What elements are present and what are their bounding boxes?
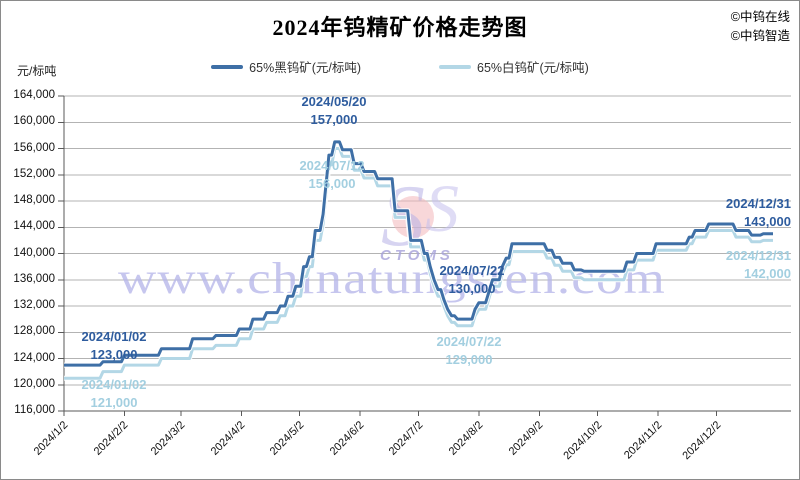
y-tick-label: 164,000 <box>13 89 55 101</box>
copyright-line-2: ©中钨智造 <box>730 29 790 43</box>
series-line-black-tungsten <box>64 140 773 367</box>
y-tick-label: 156,000 <box>13 141 55 154</box>
y-tick-label: 120,000 <box>13 377 55 390</box>
copyright-line-1: ©中钨在线 <box>730 10 790 24</box>
y-tick-label: 132,000 <box>13 299 55 311</box>
logo-swirl-icon: S <box>425 170 459 246</box>
y-tick-label: 148,000 <box>13 194 55 206</box>
legend-label-black-tungsten: 65%黑钨矿(元/标吨) <box>249 61 361 75</box>
legend-item-white-tungsten: 65%白钨矿(元/标吨) <box>439 57 589 76</box>
annotation-white-max: 2024/07/12 156,000 <box>277 157 387 193</box>
y-tick-label: 136,000 <box>13 272 55 285</box>
y-tick-label: 116,000 <box>14 404 55 416</box>
page-title: 2024年钨精矿价格走势图 <box>272 15 528 40</box>
annotation-value: 143,000 <box>744 214 791 229</box>
annotation-date: 2024/12/31 <box>725 248 791 263</box>
annotation-white-start: 2024/01/02 121,000 <box>59 376 169 412</box>
annotation-date: 2024/01/02 <box>81 329 147 344</box>
annotation-black-end: 2024/12/31 143,000 <box>695 195 791 231</box>
annotation-value: 156,000 <box>308 176 356 191</box>
annotation-black-start: 2024/01/02 123,000 <box>59 328 169 364</box>
annotation-date: 2024/07/22 <box>436 334 502 349</box>
annotation-value: 157,000 <box>310 112 358 127</box>
y-tick-label: 160,000 <box>13 115 55 128</box>
annotation-date: 2024/07/22 <box>439 263 505 278</box>
annotation-black-max: 2024/05/20 157,000 <box>279 93 389 129</box>
y-tick-label: 152,000 <box>13 167 55 180</box>
annotation-date: 2024/01/02 <box>81 377 147 392</box>
annotation-black-min: 2024/07/22 130,000 <box>417 262 527 298</box>
chart-legend: 65%黑钨矿(元/标吨) 65%白钨矿(元/标吨) <box>1 57 799 76</box>
logo-circle-icon <box>392 196 434 238</box>
annotation-value: 130,000 <box>448 281 496 296</box>
annotation-white-end: 2024/12/31 142,000 <box>695 247 791 283</box>
y-tick-label: 140,000 <box>13 246 55 259</box>
annotation-date: 2024/05/20 <box>301 94 367 109</box>
y-tick-label: 144,000 <box>13 220 55 233</box>
annotation-value: 129,000 <box>445 352 493 367</box>
annotation-white-min: 2024/07/22 129,000 <box>414 333 524 369</box>
white-tungsten-line-swatch-icon <box>439 64 471 69</box>
annotation-date: 2024/12/31 <box>725 196 791 211</box>
logo-text-watermark: CTOMS <box>380 247 454 264</box>
copyright-block: ©中钨在线 ©中钨智造 <box>731 8 790 46</box>
legend-label-white-tungsten: 65%白钨矿(元/标吨) <box>477 61 589 75</box>
y-tick-label: 124,000 <box>13 351 55 364</box>
annotation-value: 142,000 <box>744 266 791 281</box>
annotation-date: 2024/07/12 <box>299 158 365 173</box>
annotation-value: 123,000 <box>90 347 138 362</box>
legend-item-black-tungsten: 65%黑钨矿(元/标吨) <box>211 57 361 76</box>
black-tungsten-line-swatch-icon <box>211 64 244 69</box>
y-tick-label: 128,000 <box>13 325 55 338</box>
annotation-value: 121,000 <box>90 395 138 410</box>
y-axis-unit-label: 元/标吨 <box>17 64 57 78</box>
